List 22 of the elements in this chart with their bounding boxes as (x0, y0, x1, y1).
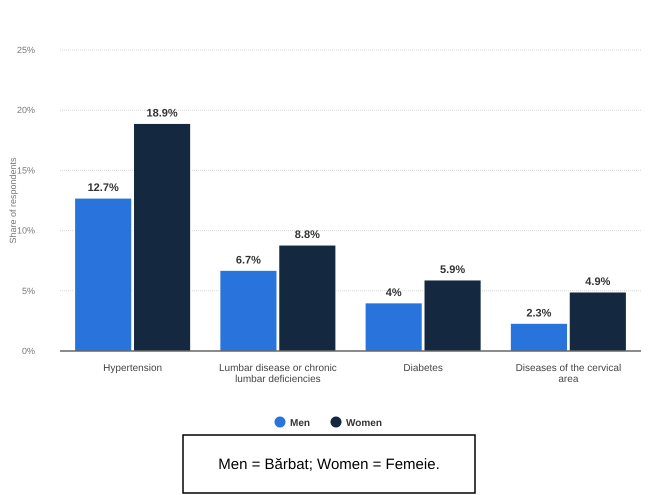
x-tick-label: Diseases of the cervical area (516, 363, 622, 385)
y-tick-label: 5% (22, 286, 35, 296)
data-label: 6.7% (236, 254, 262, 266)
x-tick-label: Diabetes (403, 363, 443, 374)
text: Men = Bărbat; Women = Femeie. (218, 456, 440, 473)
y-axis-title: Share of respondents (8, 156, 18, 244)
y-tick-label: 0% (22, 346, 35, 356)
legend-label: Women (346, 418, 382, 429)
data-label: 4% (386, 286, 402, 299)
data-label: 2.3% (526, 307, 552, 320)
data-label: 5.9% (440, 264, 466, 276)
legend-label: Men (290, 418, 310, 429)
x-tick-label: Lumbar disease or chronic lumbar deficiencies (218, 363, 337, 385)
data-label: 8.8% (294, 229, 320, 242)
y-tick-label: 15% (16, 165, 35, 176)
data-label: 12.7% (88, 182, 119, 194)
y-tick-label: 10% (16, 226, 35, 236)
x-tick-label: Hypertension (103, 363, 162, 374)
y-tick-label: 25% (16, 45, 35, 55)
data-label: 4.9% (585, 276, 611, 288)
data-label: 18.9% (146, 107, 178, 120)
y-tick-label: 20% (16, 105, 35, 116)
